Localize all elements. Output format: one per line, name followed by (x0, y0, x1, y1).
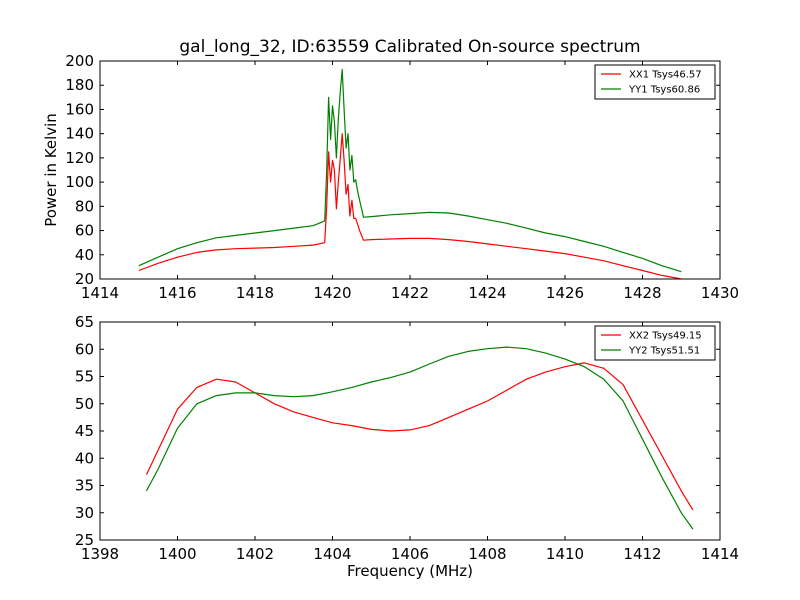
x-tick-label: 1404 (313, 545, 351, 563)
y-tick-label: 200 (65, 52, 94, 70)
y-tick-label: 20 (75, 270, 94, 288)
y-tick-label: 55 (75, 368, 94, 386)
x-tick-label: 1398 (81, 545, 119, 563)
x-tick-label: 1414 (81, 284, 119, 302)
x-tick-label: 1424 (468, 284, 506, 302)
x-axis-label: Frequency (MHz) (347, 562, 473, 580)
x-tick-label: 1406 (391, 545, 429, 563)
legend-label: YY2 Tsys51.51 (628, 346, 700, 357)
x-tick-label: 1408 (468, 545, 506, 563)
y-tick-label: 100 (65, 173, 94, 191)
y-tick-label: 35 (75, 477, 94, 495)
x-tick-label: 1426 (546, 284, 584, 302)
x-tick-label: 1428 (623, 284, 661, 302)
x-tick-label: 1410 (546, 545, 584, 563)
top-spectrum-chart: 1414 1416 1418 1420 1422 1424 1426 1428 1430 20 40… (42, 52, 739, 302)
x-tick-label: 1420 (313, 284, 351, 302)
legend-box (594, 64, 716, 100)
series-line-xx2 (145, 362, 694, 511)
y-tick-label: 40 (75, 246, 94, 264)
x-tick-label: 1402 (236, 545, 274, 563)
y-tick-label: 180 (65, 76, 94, 94)
y-tick-label: 60 (75, 222, 94, 240)
series-line-yy1 (138, 68, 682, 273)
x-tick-label: 1414 (701, 545, 739, 563)
series-line-xx1 (138, 133, 682, 279)
x-tick-label: 1430 (701, 284, 739, 302)
legend-box (594, 325, 716, 361)
y-tick-label: 65 (75, 313, 94, 331)
figure-title: gal_long_32, ID:63559 Calibrated On-sour… (179, 37, 640, 57)
y-tick-label: 25 (75, 531, 94, 549)
legend-label: XX2 Tsys49.15 (629, 331, 702, 342)
y-tick-label: 140 (65, 125, 94, 143)
y-tick-label: 160 (65, 100, 94, 118)
y-tick-label: 80 (75, 197, 94, 215)
bottom-spectrum-chart: 1398 1400 1402 1404 1406 1408 1410 1412 1414 25 30… (75, 313, 739, 580)
x-tick-label: 1416 (158, 284, 196, 302)
y-tick-label: 30 (75, 504, 94, 522)
y-tick-label: 120 (65, 149, 94, 167)
x-tick-label: 1400 (158, 545, 196, 563)
legend-label: XX1 Tsys46.57 (629, 70, 702, 81)
y-tick-label: 45 (75, 422, 94, 440)
x-tick-label: 1422 (391, 284, 429, 302)
y-axis-label: Power in Kelvin (42, 113, 60, 227)
y-tick-label: 60 (75, 340, 94, 358)
legend-label: YY1 Tsys60.86 (628, 85, 700, 96)
x-tick-label: 1418 (236, 284, 274, 302)
y-tick-label: 50 (75, 395, 94, 413)
series-line-yy2 (145, 346, 694, 530)
y-tick-label: 40 (75, 449, 94, 467)
x-tick-label: 1412 (623, 545, 661, 563)
